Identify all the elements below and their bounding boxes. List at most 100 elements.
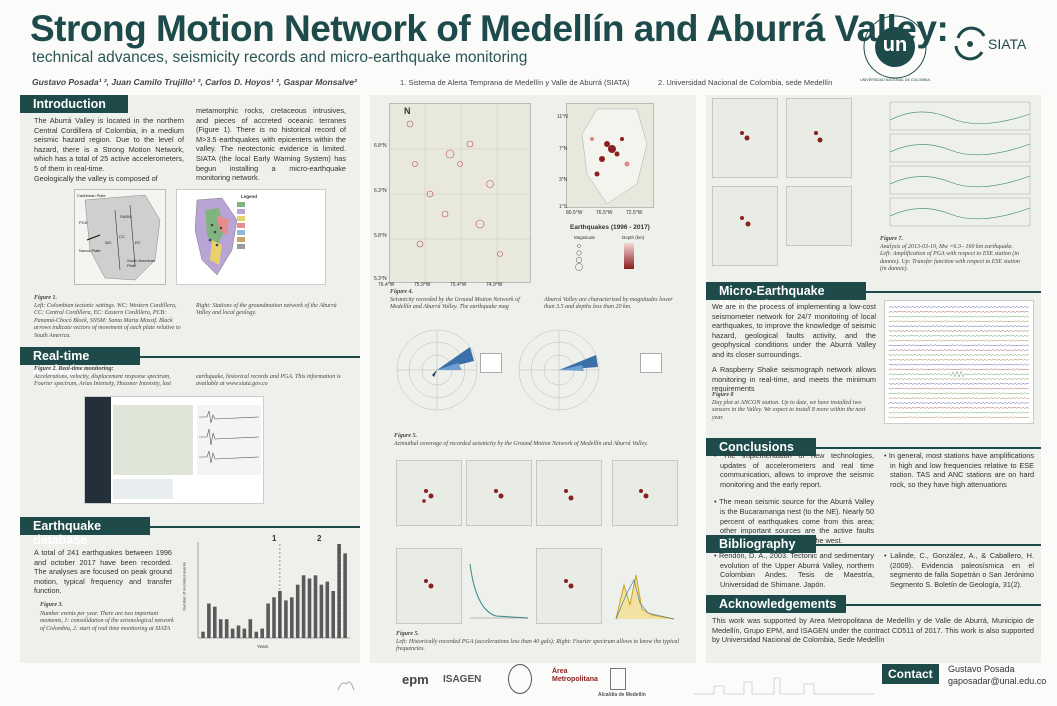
amplification-dots [712,98,852,266]
figure-7-label: Figure 7. [880,236,904,242]
figure-4-label: Figure 4. [390,289,414,295]
intro-paragraph-3: metamorphic rocks, cretaceous intrusives… [196,106,346,183]
chart-bar [313,575,318,638]
chart-bar [343,553,347,638]
inset-lon-1: 80.5°W [566,210,583,216]
map-label-south-american: South American Plate [127,258,156,268]
figure-4-caption-right: Aburrá Valley are characterized by magni… [544,297,673,311]
figure-1-caption-right: Right: Stations of the groundmotion netw… [196,303,337,317]
contact-label: Contact [882,664,939,684]
figure-5a-label: Figure 5. [394,433,418,439]
epm-logo: epm [402,672,429,687]
poster-subtitle: technical advances, seismicity records a… [32,49,528,66]
seismogram-trace [888,387,1030,390]
dashboard-map [113,405,193,475]
seismogram-trace [888,305,1030,309]
intro-paragraph-1: The Aburrá Valley is located in the nort… [34,116,184,173]
database-paragraph: A total of 241 earthquakes between 1996 … [34,548,172,596]
bibliography-left: Rendón, D. A., 2003. Tectonic and sedime… [712,551,874,589]
seismogram-trace [888,411,1030,414]
un-logo-text: un [882,34,908,56]
un-logo: un UNIVERSIDAD NACIONAL DE COLOMBIA [860,14,930,82]
rose-legend-right [640,353,662,373]
lon-tick-4: 74.9°W [486,282,503,288]
alcaldia-shield-icon [610,668,626,690]
chart-marker-2: 2 [317,534,322,543]
events-chart-svg [197,542,350,639]
lat-tick-2: 6.3°N [374,188,387,194]
bibliography-item: Rendón, D. A., 2003. Tectonic and sedime… [719,551,874,589]
affiliation-1: 1. Sistema de Alerta Temprana de Medellí… [400,78,630,87]
conclusion-item: The implementation of new technologies, … [720,451,874,489]
bibliography-right: Lalinde, C., González, A., & Caballero, … [882,551,1034,589]
epicenter-dots [396,466,672,616]
figure-3-caption: Number events per year. There are two im… [40,611,174,632]
seismogram-trace [888,392,1030,395]
chart-ylabel: Number of recorded events [181,562,187,611]
rose-diagram-left [392,325,482,415]
un-seal-icon [508,664,532,694]
chart-bar [325,581,330,638]
figure-1-caption-left: Left: Colombian tectonic settings. WC: W… [34,303,181,339]
intro-paragraph-2: Geologically the valley is composed of [34,174,158,183]
chart-bar [337,544,341,638]
figure-5b-label: Figure 5. [396,631,420,637]
bibliography-heading: Bibliography [706,535,816,553]
events-chart: Number of recorded events Years 1 2 [181,534,354,656]
chart-bar [290,597,294,638]
north-arrow-icon: N [404,106,411,116]
seismogram-trace [888,349,1030,352]
contact-name: Gustavo Posada [948,664,1015,674]
skyline-icon [694,672,874,696]
seismogram-trace [888,329,1030,333]
legend-title: Legend [241,194,258,199]
seismicity-map [389,103,532,284]
inset-lon-2: 76.5°W [596,210,613,216]
seismogram-trace [888,370,1030,378]
seismogram-trace [888,344,1030,347]
figure-5b-caption: Left: Historically recorded PGA (acceler… [396,639,680,653]
pga-curve [466,560,532,622]
figure-7-caption: Analysis of 2013-03-10, Mw =6.3– 160 km … [880,244,1020,273]
figure-2-caption-right: earthquake, historical records and PGA. … [196,374,341,388]
seismogram-trace [888,339,1030,342]
seismogram-trace [888,315,1030,318]
siata-swirl-icon [954,26,986,61]
seismogram-trace [888,358,1030,361]
chart-bar [207,603,211,638]
lat-tick-1: 6.8°N [374,143,387,149]
figure-5a-caption: Azimuthal coverage of recorded seismicit… [394,441,649,447]
seismogram-trace [888,416,1030,419]
station-map-3 [536,460,602,526]
fourier-spectrum [612,565,678,623]
lon-tick-1: 76.4°W [378,282,395,288]
chart-bar [201,631,205,638]
affiliation-2: 2. Universidad Nacional de Colombia, sed… [658,78,833,87]
map-label-wc: WC [105,240,112,245]
seismogram-trace [888,334,1030,337]
conclusions-left-list: The implementation of new technologies, … [712,451,874,545]
lat-tick-4: 5.3°N [374,276,387,282]
station-map-4 [612,460,678,526]
area-metropolitana-logo: Área Metropolitana [552,668,598,683]
figure-4-caption-left: Seismicity recorded by the Ground Motion… [390,297,520,311]
mountain-icon [336,676,356,692]
rose-diagram-right [514,325,604,415]
alcaldia-logo: Alcaldía de Medellín [598,692,646,698]
chart-bar [278,591,282,638]
figure-2-label: Figure 2. Real-time monitoring: [34,366,114,372]
map-label-ec: EC [135,240,141,245]
contact-email[interactable]: gaposadar@unal.edu.co [948,676,1047,686]
micro-paragraph-2: A Raspberry Shake seismograph network al… [712,365,876,394]
transfer-function-plots [880,100,1032,230]
seismogram-trace [888,320,1030,323]
chart-bar [295,584,300,638]
acknowledgements-text: This work was supported by Area Metropol… [712,616,1034,645]
inset-lat-1: 11°N [557,114,568,120]
seismogram-trace [888,363,1030,366]
legend-swatches [237,202,277,251]
dashboard-sidebar [85,397,111,503]
authors: Gustavo Posada¹ ², Juan Camilo Trujillo¹… [32,77,357,87]
chart-bar [248,619,253,638]
station-map-2 [466,460,532,526]
